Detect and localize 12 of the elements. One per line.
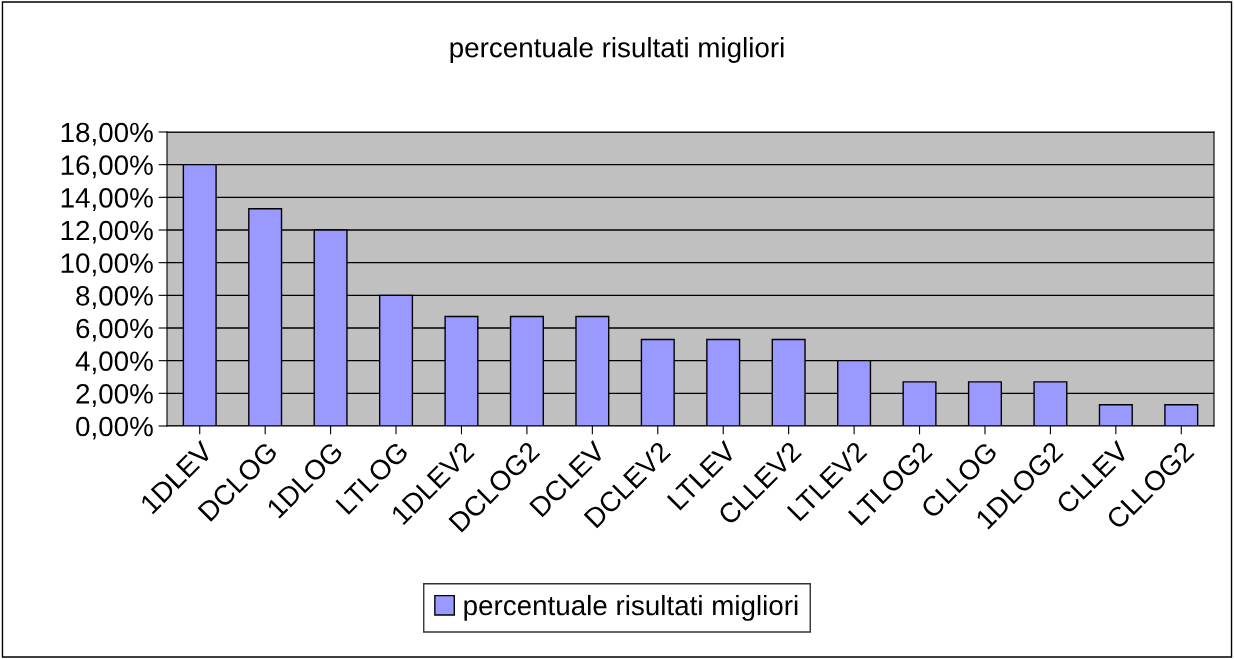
legend-label: percentuale risultati migliori — [464, 594, 798, 621]
y-tick-label: 2,00% — [76, 384, 153, 407]
y-tick-label: 6,00% — [76, 318, 153, 342]
y-tick-label: 0,00% — [76, 416, 153, 440]
y-tick-label: 18,00% — [61, 122, 153, 146]
y-tick-label: 14,00% — [61, 188, 153, 211]
y-tick-label: 12,00% — [61, 220, 153, 244]
y-tick-label: 10,00% — [61, 253, 153, 277]
y-tick-label: 4,00% — [75, 351, 153, 375]
chart-title: percentuale risultati migliori — [450, 37, 784, 63]
y-tick-label: 8,00% — [76, 286, 153, 309]
y-tick-label: 16,00% — [61, 155, 153, 179]
